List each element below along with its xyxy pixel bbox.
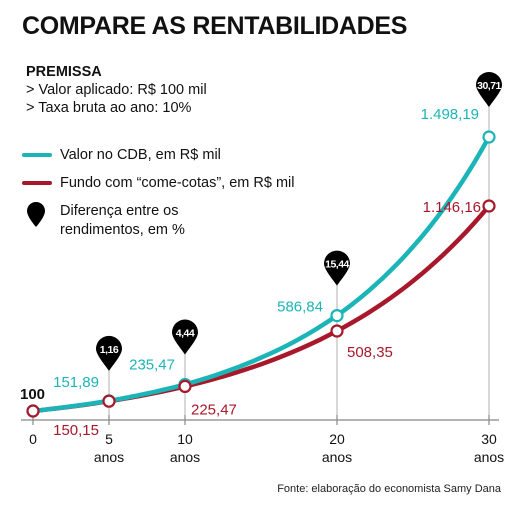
- difference-pin-icon: [172, 319, 198, 355]
- x-tick-unit: anos: [474, 449, 504, 465]
- data-label-fundo: 225,47: [191, 401, 237, 418]
- source-note: Fonte: elaboração do economista Samy Dan…: [277, 483, 501, 495]
- data-point-cdb: [482, 130, 496, 144]
- data-point-cdb: [330, 308, 344, 323]
- data-point-fundo: [26, 404, 40, 418]
- difference-pin-label: 30,71: [477, 80, 501, 92]
- legend-swatch-fundo: [22, 181, 52, 185]
- x-tick-label: 5: [105, 431, 113, 447]
- data-point-fundo: [482, 199, 496, 213]
- premissa-line: > Taxa bruta ao ano: 10%: [26, 100, 192, 116]
- data-point-fundo: [178, 379, 192, 394]
- difference-pin-label: 4,44: [176, 327, 195, 339]
- legend-swatch-cdb: [22, 153, 52, 157]
- x-tick-label: 20: [329, 431, 345, 447]
- difference-pin-icon: [476, 72, 502, 107]
- data-label-cdb: 586,84: [277, 299, 323, 316]
- legend-label-fundo: Fundo com “come-cotas”, em R$ mil: [60, 175, 295, 191]
- difference-pin-icon: [324, 250, 350, 286]
- x-tick-unit: anos: [170, 449, 200, 465]
- data-label-fundo: 150,15: [53, 422, 99, 439]
- start-value-label: 100: [20, 386, 45, 403]
- chart-title: COMPARE AS RENTABILIDADES: [22, 12, 408, 40]
- legend-label-diff-1: Diferença entre os: [60, 203, 179, 219]
- x-tick-label: 30: [481, 431, 497, 447]
- difference-pin-label: 1,16: [100, 344, 119, 356]
- data-label-cdb: 1.498,19: [421, 106, 479, 123]
- premissa-block: PREMISSA > Valor aplicado: R$ 100 mil > …: [26, 63, 207, 117]
- difference-pin-icon: [96, 335, 122, 371]
- data-point-fundo: [102, 394, 116, 408]
- data-point-fundo: [330, 324, 344, 338]
- data-label-cdb: 235,47: [129, 356, 175, 373]
- x-tick-label: 10: [177, 431, 193, 447]
- premissa-line: > Valor aplicado: R$ 100 mil: [26, 82, 207, 98]
- x-tick-unit: anos: [94, 449, 124, 465]
- data-label-fundo: 1.146,16: [423, 199, 481, 216]
- premissa-heading: PREMISSA: [26, 64, 102, 80]
- map-pin-icon: [27, 202, 45, 227]
- legend-label-cdb: Valor no CDB, em R$ mil: [60, 147, 221, 163]
- data-label-cdb: 151,89: [53, 374, 99, 391]
- x-tick-unit: anos: [322, 449, 352, 465]
- legend-label-diff-2: rendimentos, em %: [60, 222, 185, 238]
- data-label-fundo: 508,35: [347, 344, 393, 361]
- difference-pin-label: 15,44: [325, 259, 349, 271]
- x-tick-label: 0: [29, 431, 37, 447]
